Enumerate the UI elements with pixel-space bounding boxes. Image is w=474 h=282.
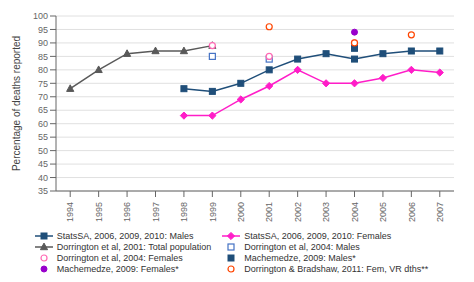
- svg-text:1997: 1997: [151, 202, 161, 222]
- svg-text:2005: 2005: [378, 202, 388, 222]
- svg-text:40: 40: [38, 173, 48, 183]
- svg-text:95: 95: [38, 25, 48, 35]
- svg-text:1998: 1998: [179, 202, 189, 222]
- html-text:Dorrington et al, 2001: Total: Dorrington et al, 2001: Total population: [56, 242, 212, 252]
- svg-text:100: 100: [33, 11, 48, 21]
- svg-text:1996: 1996: [122, 202, 132, 222]
- html-text:Dorrington & Bradshaw, 2011: F: Dorrington & Bradshaw, 2011: Fem, VR dth…: [244, 264, 429, 274]
- svg-text:35: 35: [38, 186, 48, 196]
- svg-text:90: 90: [38, 38, 48, 48]
- svg-text:50: 50: [38, 146, 48, 156]
- svg-text:2006: 2006: [407, 202, 417, 222]
- svg-text:2002: 2002: [293, 202, 303, 222]
- svg-text:Percentage of deaths reported: Percentage of deaths reported: [11, 36, 22, 171]
- html-text:Machemedze, 2009: Females*: Machemedze, 2009: Females*: [56, 264, 179, 274]
- svg-text:65: 65: [38, 105, 48, 115]
- html-text:StatsSA, 2006, 2009, 2010: Fem: StatsSA, 2006, 2009, 2010: Females: [244, 231, 392, 241]
- svg-text:2003: 2003: [321, 202, 331, 222]
- html-text:Dorrington et al, 2004: Female: Dorrington et al, 2004: Females: [56, 253, 183, 263]
- svg-text:85: 85: [38, 52, 48, 62]
- svg-text:45: 45: [38, 159, 48, 169]
- svg-text:2007: 2007: [435, 202, 445, 222]
- svg-text:55: 55: [38, 132, 48, 142]
- svg-text:2000: 2000: [236, 202, 246, 222]
- svg-text:1999: 1999: [208, 202, 218, 222]
- svg-text:2004: 2004: [350, 202, 360, 222]
- svg-text:70: 70: [38, 92, 48, 102]
- svg-text:80: 80: [38, 65, 48, 75]
- svg-text:2001: 2001: [264, 202, 274, 222]
- svg-text:75: 75: [38, 79, 48, 89]
- svg-text:1995: 1995: [94, 202, 104, 222]
- svg-text:1994: 1994: [65, 202, 75, 222]
- html-text:Dorrington et al, 2004: Males: Dorrington et al, 2004: Males: [244, 242, 360, 252]
- html-text:StatsSA, 2006, 2009, 2010: Mal: StatsSA, 2006, 2009, 2010: Males: [56, 231, 194, 241]
- html-text:Machemedze, 2009: Males*: Machemedze, 2009: Males*: [244, 253, 356, 263]
- svg-text:60: 60: [38, 119, 48, 129]
